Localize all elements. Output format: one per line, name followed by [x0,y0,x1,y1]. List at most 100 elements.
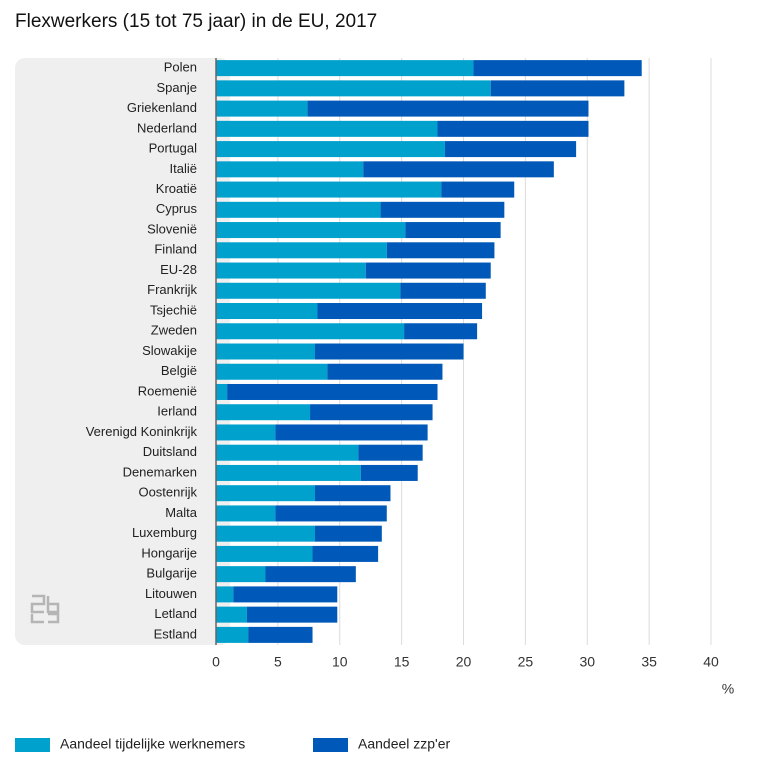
bar-segment [216,606,247,623]
bar-segment [216,505,276,522]
chart-title: Flexwerkers (15 tot 75 jaar) in de EU, 2… [15,11,377,32]
bar-segment [248,626,313,643]
x-tick-label: 30 [579,654,595,670]
bar-segment [216,262,366,279]
y-tick-label: Oostenrijk [138,485,197,500]
bar-segment [315,485,391,502]
y-tick-label: Estland [154,626,197,641]
x-tick-label: 35 [641,654,657,670]
logo [30,594,60,624]
bar-segment [233,586,338,603]
bar-segment [216,566,266,583]
x-axis-label: % [722,681,734,697]
bar-segment [216,60,474,77]
y-tick-label: Slovenië [147,221,197,236]
y-tick-label: Italië [170,161,197,176]
bar-segment [216,181,442,198]
bar-segment [216,80,491,97]
y-tick-label: Cyprus [156,201,198,216]
bar-segment [307,100,589,117]
bar-segment [315,343,464,360]
bar-segment [327,363,443,380]
y-tick-label: Kroatië [156,181,197,196]
bar-segment [275,505,387,522]
legend-swatch [313,738,348,752]
bar-segment [216,201,381,218]
bar-segment [216,100,308,117]
bar-segment [216,303,318,320]
bar-segment [216,626,249,643]
y-tick-label: Spanje [157,80,197,95]
legend-swatch [15,738,50,752]
bar-segment [216,485,315,502]
x-tick-label: 40 [703,654,719,670]
bar-segment [317,303,483,320]
bar-segment [310,404,433,421]
bar-segment [216,282,401,299]
x-tick-label: 15 [394,654,410,670]
x-tick-label: 0 [212,654,220,670]
y-tick-label: Portugal [149,141,198,156]
y-tick-label: Finland [154,242,197,257]
y-tick-label: Litouwen [145,586,197,601]
bar-segment [365,262,491,279]
bar-segment [404,323,478,340]
bar-segment [444,141,577,158]
x-tick-label: 5 [274,654,282,670]
bar-segment [216,161,364,178]
y-tick-label: Frankrijk [147,282,197,297]
bar-segment [216,343,315,360]
y-tick-label: Malta [165,505,198,520]
bar-segment [358,444,423,461]
bar-segment [441,181,515,198]
bar-segment [265,566,356,583]
bar-segment [473,60,642,77]
bar-segment [380,201,505,218]
y-tick-label: Roemenië [138,383,197,398]
y-tick-label: Nederland [137,120,197,135]
bar-segment [216,424,276,441]
bar-segment [216,242,387,259]
bar-segment [216,383,228,400]
bar-segment [216,120,438,137]
x-tick-label: 10 [332,654,348,670]
y-tick-label: Griekenland [127,100,197,115]
y-tick-label: Letland [154,606,197,621]
bar-segment [216,404,311,421]
y-tick-label: Ierland [157,404,197,419]
y-tick-label: Bulgarije [146,566,197,581]
y-tick-label: EU-28 [160,262,197,277]
y-tick-label: Hongarije [141,545,197,560]
bar-segment [246,606,338,623]
bar-segment [216,363,328,380]
bar-segment [216,525,315,542]
bar-segment [315,525,382,542]
bar-segment [216,323,405,340]
y-tick-label: Duitsland [143,444,197,459]
legend-label: Aandeel zzp'er [358,736,451,752]
y-tick-label: Denemarken [123,464,197,479]
bar-segment [405,222,501,239]
bar-segment [360,464,418,481]
y-tick-label: Slowakije [142,343,197,358]
bar-segment [363,161,554,178]
y-tick-label: Verenigd Koninkrijk [86,424,198,439]
label-panel [15,58,230,645]
bar-segment [216,586,234,603]
bar-segment [437,120,589,137]
bar-segment [216,464,361,481]
bar-segment [216,222,406,239]
bar-segment [216,545,313,562]
bar-segment [275,424,428,441]
bar-segment [216,444,359,461]
y-tick-label: Tsjechië [150,302,197,317]
bar-segment [312,545,379,562]
y-tick-label: Zweden [151,323,197,338]
bar-segment [400,282,486,299]
bar-segment [386,242,495,259]
y-tick-label: België [161,363,197,378]
x-tick-label: 25 [518,654,534,670]
x-tick-label: 20 [456,654,472,670]
y-tick-label: Polen [164,60,197,75]
